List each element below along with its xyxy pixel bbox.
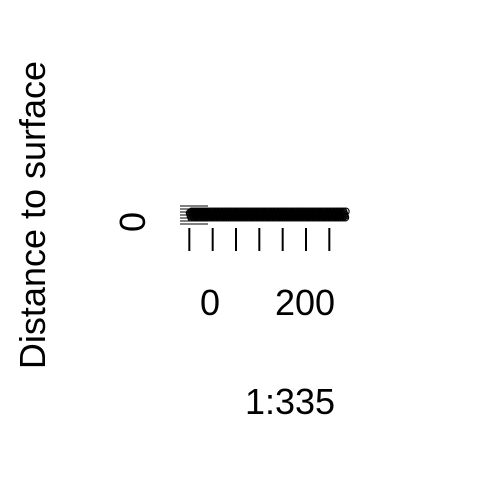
x-axis-ticks xyxy=(188,228,331,251)
x-axis-label: 1:335 xyxy=(245,381,335,422)
data-points xyxy=(185,207,350,222)
y-axis-label: Distance to surface xyxy=(12,61,53,369)
data-point xyxy=(341,207,350,216)
y-tick-label-0: 0 xyxy=(112,212,153,232)
data-point xyxy=(341,213,350,222)
x-tick-label-0: 0 xyxy=(200,282,220,323)
x-tick-label-200: 200 xyxy=(275,282,335,323)
